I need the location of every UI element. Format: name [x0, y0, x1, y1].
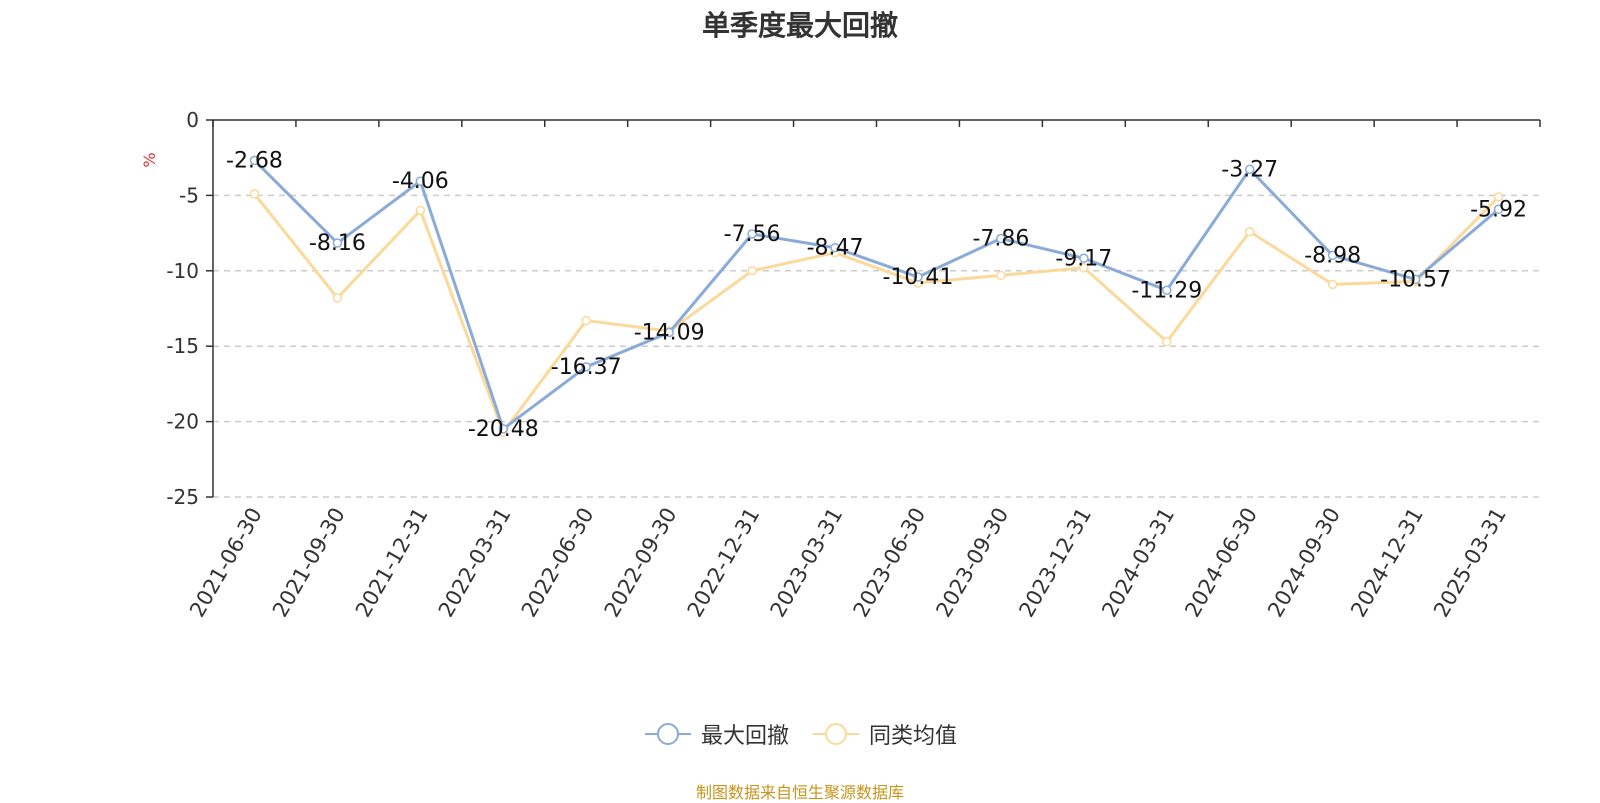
data-point: [581, 315, 591, 326]
data-label: -4.06: [392, 169, 449, 194]
data-point: [332, 238, 343, 248]
data-point: [1079, 253, 1089, 264]
legend-label: 最大回撤: [700, 724, 789, 749]
data-point: [1327, 279, 1338, 290]
data-label: -8.98: [1304, 243, 1361, 268]
x-tick-label: 2022-09-30: [600, 504, 682, 622]
x-tick-label: 2024-06-30: [1180, 504, 1262, 622]
data-point: [1493, 204, 1504, 215]
data-point: [1493, 192, 1504, 202]
y-tick-label: -10: [166, 259, 199, 283]
data-point: [1162, 336, 1172, 347]
x-tick-label: 2025-03-31: [1429, 504, 1511, 622]
y-axis-unit-label: %: [140, 152, 159, 167]
data-point: [913, 272, 923, 282]
y-tick-label: -25: [166, 485, 199, 509]
data-point: [996, 270, 1006, 281]
legend-item[interactable]: 最大回撤: [643, 718, 789, 750]
data-point: [249, 155, 260, 166]
data-label: -3.27: [1221, 157, 1278, 182]
x-tick-label: 2022-03-31: [434, 504, 516, 622]
data-label: -8.47: [807, 236, 864, 261]
legend: 最大回撤 同类均值: [0, 718, 1600, 750]
y-tick-label: -5: [179, 183, 199, 207]
data-point: [747, 266, 757, 276]
data-point: [1327, 250, 1338, 261]
legend-marker-icon: [813, 723, 859, 745]
x-tick-label: 2022-06-30: [517, 504, 599, 622]
series-line: [253, 192, 1500, 434]
legend-item[interactable]: 同类均值: [811, 718, 957, 750]
x-tick-label: 2024-09-30: [1263, 504, 1345, 622]
x-tick-label: 2021-12-31: [351, 504, 433, 622]
x-tick-label: 2023-03-31: [766, 504, 848, 622]
x-tick-label: 2021-06-30: [185, 504, 267, 622]
data-label: -5.92: [1470, 197, 1527, 222]
x-tick-label: 2023-12-31: [1014, 504, 1096, 622]
series-lines: [249, 155, 1504, 437]
data-point: [1244, 226, 1255, 237]
source-note: 制图数据来自恒生聚源数据库: [695, 783, 904, 802]
y-tick-label: -15: [166, 334, 199, 358]
data-point: [332, 293, 343, 303]
data-label: -9.17: [1055, 246, 1112, 271]
data-label: -10.57: [1380, 267, 1451, 292]
data-point: [1079, 263, 1089, 273]
data-point: [415, 176, 426, 186]
data-point: [747, 229, 757, 239]
data-point: [249, 189, 260, 199]
x-tick-label: 2022-12-31: [683, 504, 765, 622]
data-point: [996, 233, 1006, 244]
data-point: [1410, 274, 1421, 285]
data-labels: -2.68 -8.16 -4.06 -20.48 -16.37 -14.09 -7.56 -8…: [226, 148, 1527, 441]
x-tick-label: 2021-09-30: [268, 504, 350, 622]
data-point: [1244, 164, 1255, 175]
data-point: [581, 362, 591, 372]
chart-title: 单季度最大回撤: [701, 9, 898, 42]
data-point: [415, 205, 426, 216]
data-label: -16.37: [551, 355, 622, 380]
data-label: -10.41: [883, 265, 954, 290]
grid-lines: [213, 194, 1540, 498]
x-tick-label: 2023-06-30: [848, 504, 930, 622]
legend-marker-icon: [644, 723, 691, 745]
data-point: [498, 424, 509, 434]
data-label: -14.09: [634, 320, 705, 345]
data-label: -7.56: [724, 222, 781, 247]
y-tick-label: 0: [186, 108, 199, 132]
x-tick-label: 2023-09-30: [931, 504, 1013, 622]
data-label: -11.29: [1131, 278, 1202, 303]
x-tick-label: 2024-12-31: [1346, 504, 1428, 622]
legend-label: 同类均值: [869, 724, 958, 749]
data-point: [1162, 285, 1172, 296]
x-tick-label: 2024-03-31: [1097, 504, 1179, 622]
data-point: [664, 327, 674, 338]
data-point: [830, 242, 840, 253]
data-label: -8.16: [309, 231, 366, 256]
data-label: -20.48: [468, 417, 539, 442]
data-label: -2.68: [226, 148, 283, 173]
y-tick-label: -20: [166, 410, 199, 434]
data-label: -7.86: [972, 227, 1029, 252]
series-line: [253, 159, 1500, 431]
